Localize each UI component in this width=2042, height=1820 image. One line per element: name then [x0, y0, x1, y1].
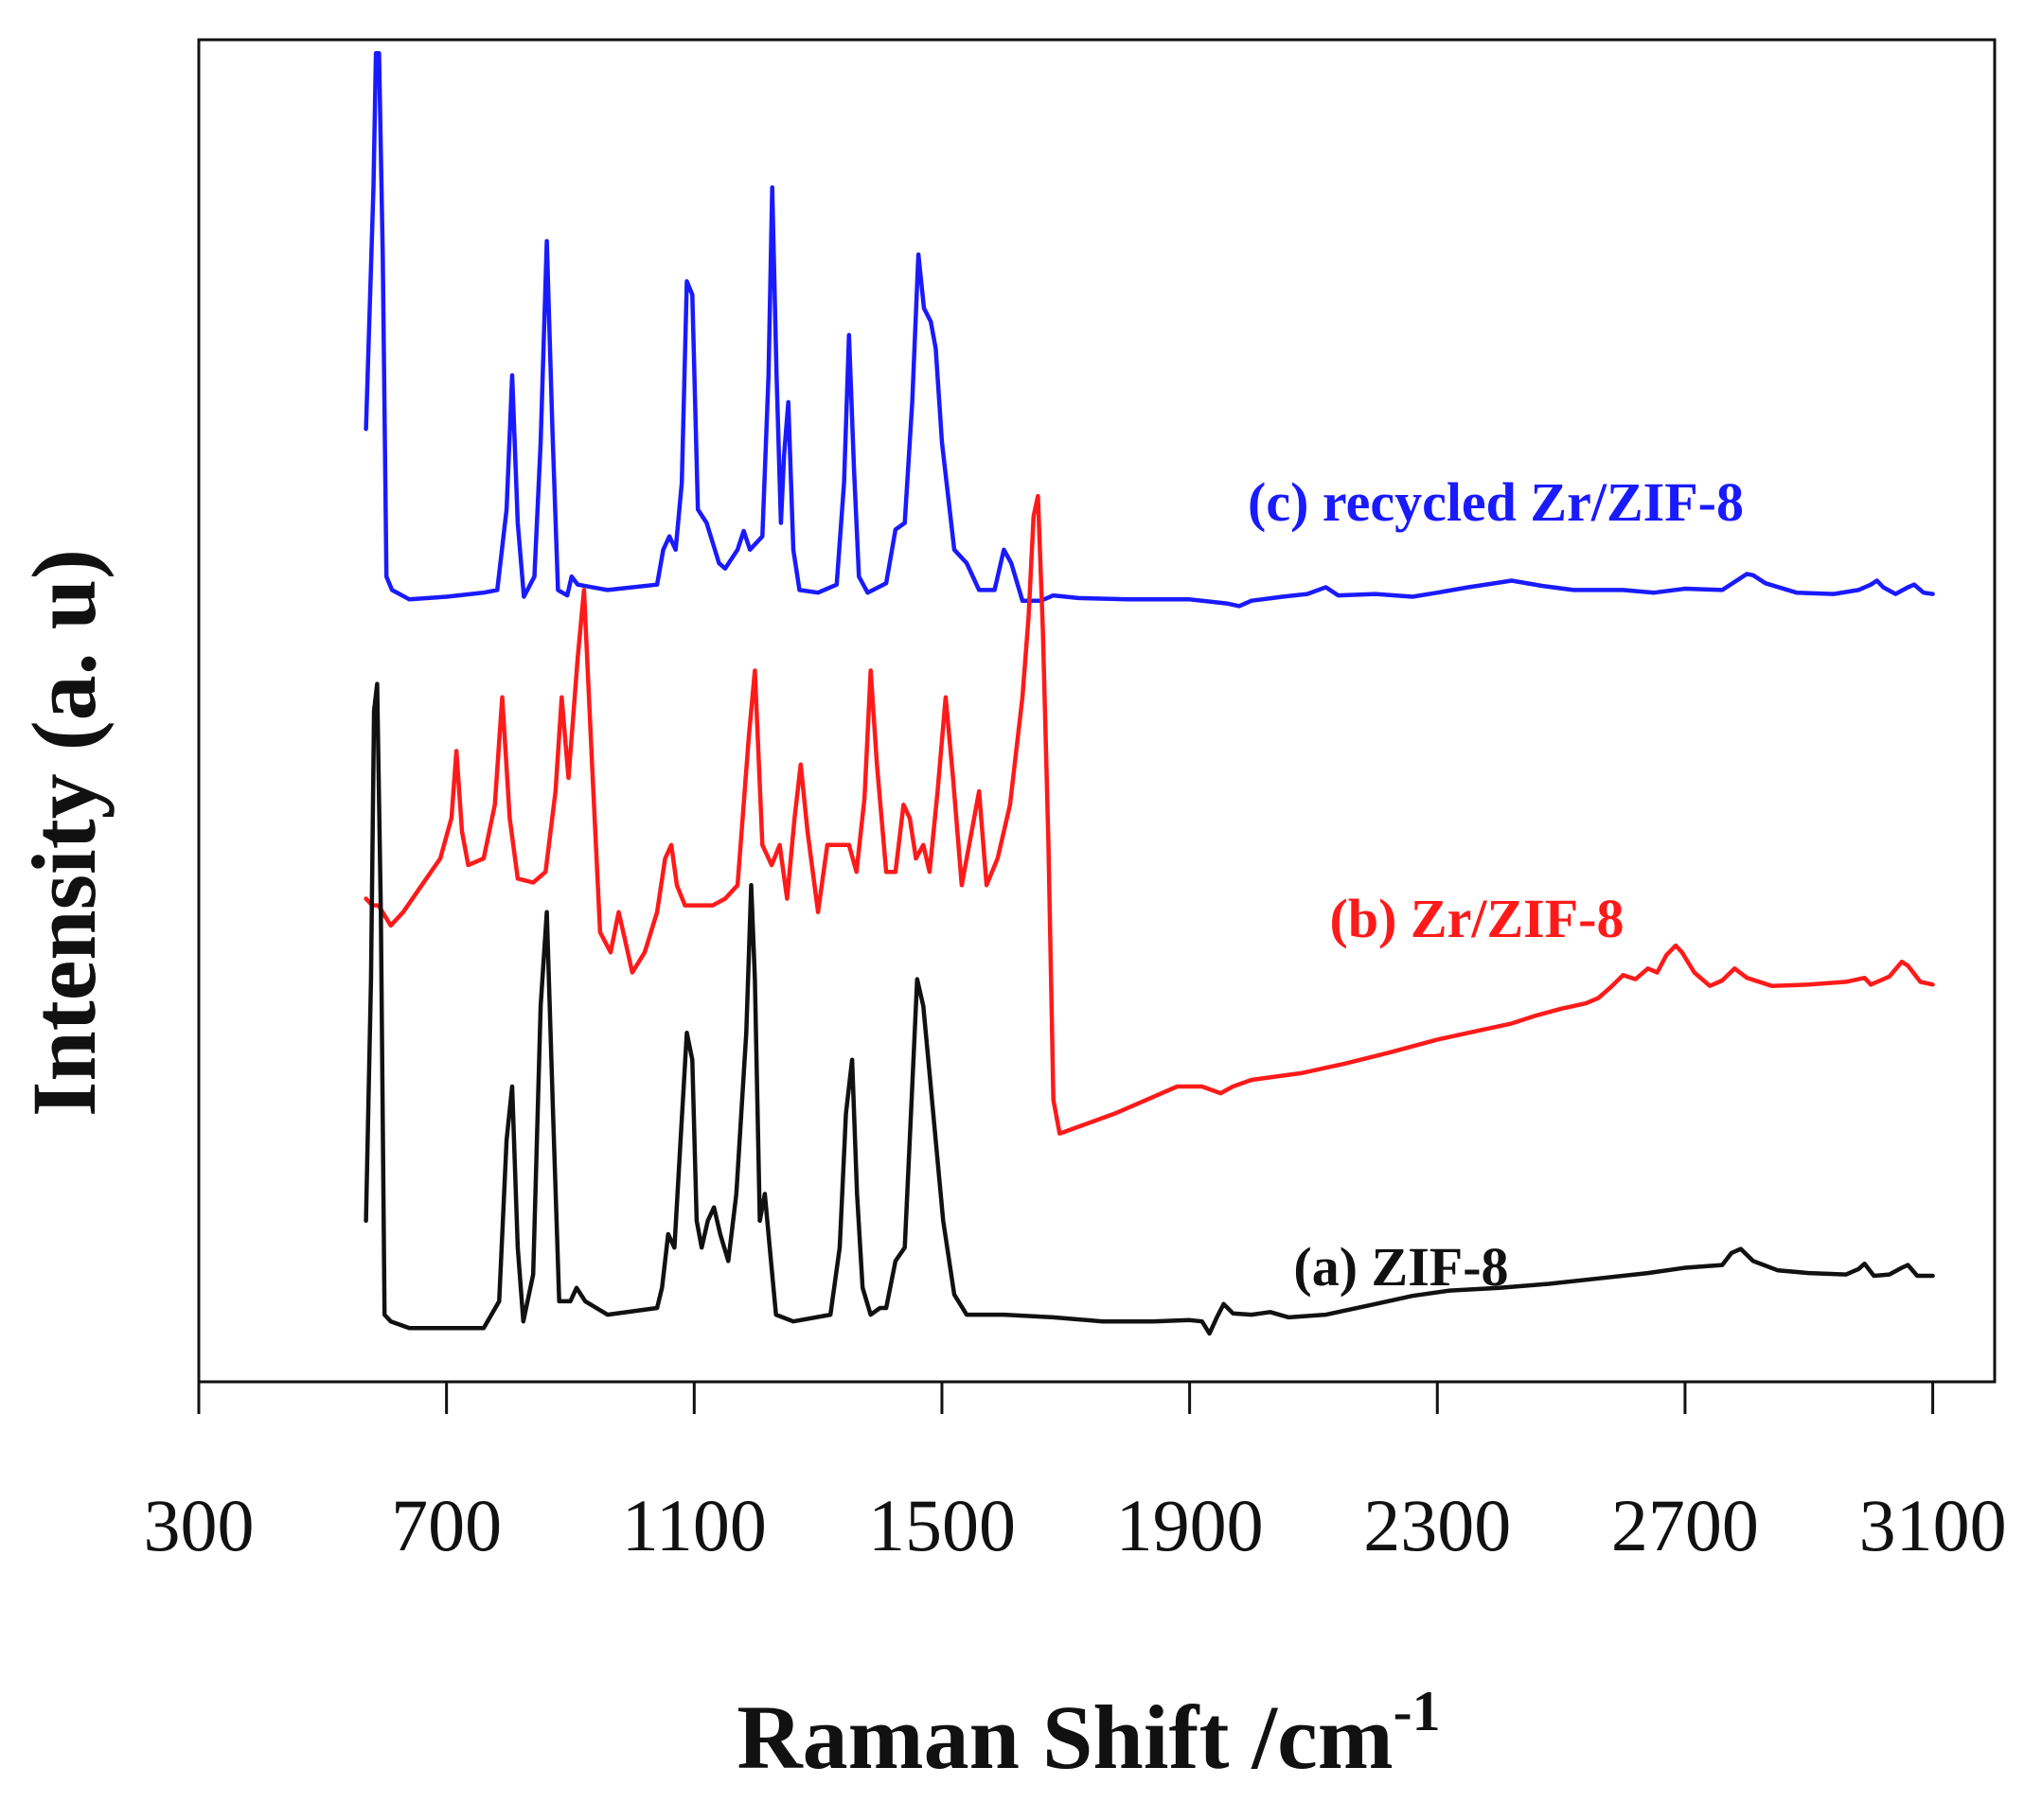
x-tick-label-300: 300 — [144, 1484, 255, 1566]
x-tick-label-1100: 1100 — [622, 1484, 767, 1566]
x-axis-title: Raman Shift /cm-1 — [737, 1680, 1440, 1788]
series-line-zr-zif8 — [364, 493, 1935, 1136]
plot-frame — [197, 38, 1997, 1384]
x-tick-label-700: 700 — [391, 1484, 502, 1566]
series-line-zif8 — [364, 681, 1935, 1336]
x-axis-title-superscript: -1 — [1394, 1680, 1441, 1742]
x-tick-label-2700: 2700 — [1611, 1484, 1759, 1566]
series-group — [364, 50, 1935, 1336]
x-axis-ticks: 300 700 1100 1500 1900 2300 2700 3100 — [144, 1382, 2007, 1566]
series-label-a: (a) ZIF-8 — [1293, 1236, 1508, 1298]
series-label-b: (b) Zr/ZIF-8 — [1330, 888, 1625, 949]
series-label-c: (c) recycled Zr/ZIF-8 — [1248, 471, 1744, 533]
y-axis-title: Intensity (a. u) — [13, 549, 115, 1117]
x-tick-label-1500: 1500 — [868, 1484, 1016, 1566]
x-axis-title-text: Raman Shift /cm — [737, 1687, 1393, 1788]
x-tick-label-1900: 1900 — [1116, 1484, 1264, 1566]
series-line-recycled-zr-zif8 — [364, 50, 1935, 609]
x-tick-label-2300: 2300 — [1363, 1484, 1511, 1566]
x-tick-label-3100: 3100 — [1859, 1484, 2007, 1566]
